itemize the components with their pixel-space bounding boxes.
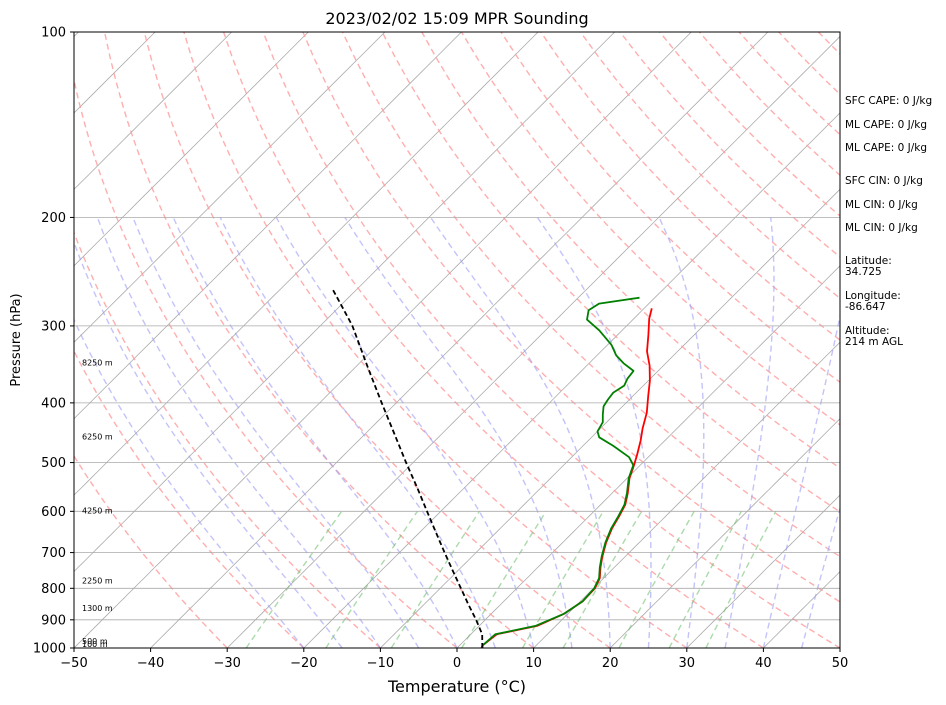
dry-adiabat-line	[74, 349, 305, 648]
isotherm-line	[380, 188, 840, 648]
x-axis-ticks: −50 −40 −30 −20 −10 0 10 20 30 40 50	[60, 648, 848, 671]
dry-adiabat-line	[74, 230, 381, 648]
plot-frame	[73, 31, 841, 649]
info-line: SFC CIN: 0 J/kg	[845, 175, 923, 187]
isotherm-line	[763, 570, 840, 648]
x-tick-label: 30	[679, 656, 696, 671]
mixing-ratio-line	[521, 510, 604, 648]
x-tick-label: −20	[290, 656, 317, 671]
info-line: ML CIN: 0 J/kg	[845, 199, 918, 211]
chart-title: 2023/02/02 15:09 MPR Sounding	[325, 9, 588, 28]
x-tick-label: 10	[525, 656, 542, 671]
isotherm-line	[686, 494, 840, 648]
dry-adiabat-line	[222, 32, 764, 648]
y-tick-label: 800	[41, 582, 66, 597]
x-tick-label: −40	[137, 656, 164, 671]
x-tick-label: 40	[755, 656, 772, 671]
moist-adiabat-line	[658, 217, 705, 648]
moist-adiabat-line	[74, 317, 305, 648]
dry-adiabat-line	[103, 32, 535, 648]
height-label: 8250 m	[82, 358, 113, 367]
height-label: 2250 m	[82, 577, 113, 586]
info-line: Altitude:	[845, 325, 890, 337]
mixing-ratio-line	[668, 510, 742, 648]
y-tick-label: 500	[41, 456, 66, 471]
height-label: 1300 m	[82, 604, 113, 613]
isotherm-line	[150, 32, 769, 648]
dry-adiabat-line	[74, 454, 228, 648]
y-tick-label: 900	[41, 613, 66, 628]
height-label: 4250 m	[82, 506, 113, 515]
mixing-ratio-line	[705, 510, 777, 648]
y-tick-label: 700	[41, 546, 66, 561]
isotherm-line	[74, 32, 615, 573]
moist-adiabat-line	[344, 217, 573, 648]
dry-adiabat-line	[262, 32, 840, 648]
dewpoint-profile-line	[481, 296, 640, 648]
isotherm-line	[226, 35, 840, 648]
height-label: 100 m	[82, 640, 108, 649]
x-axis-label: Temperature (°C)	[387, 677, 526, 696]
y-tick-label: 300	[41, 319, 66, 334]
y-tick-label: 400	[41, 396, 66, 411]
dry-adiabat-line	[579, 32, 840, 300]
y-tick-label: 200	[41, 211, 66, 226]
height-label: 500 m	[82, 637, 108, 646]
x-tick-label: 50	[832, 656, 849, 671]
info-panel: SFC CAPE: 0 J/kg ML CAPE: 0 J/kg ML CAPE: …	[845, 95, 932, 348]
isotherm-line	[74, 32, 232, 190]
info-line: 34.725	[845, 266, 882, 278]
mixing-ratio-line	[618, 510, 695, 648]
temperature-profile-line	[480, 308, 653, 648]
info-line: Longitude:	[845, 290, 901, 302]
dry-adiabat-line	[143, 32, 611, 648]
isotherm-line	[74, 32, 386, 343]
y-tick-label: 100	[41, 26, 66, 41]
moist-adiabat-line	[430, 217, 611, 648]
sounding-series	[330, 287, 653, 648]
mixing-ratio-line	[562, 510, 643, 648]
x-tick-label: −50	[60, 656, 87, 671]
x-tick-label: −10	[367, 656, 394, 671]
y-tick-label: 600	[41, 505, 66, 520]
isotherm-line	[456, 265, 840, 648]
pressure-gridlines	[74, 32, 840, 648]
x-tick-label: 20	[602, 656, 619, 671]
isotherm-line	[74, 32, 462, 420]
y-axis-label: Pressure (hPa)	[9, 293, 24, 386]
moist-adiabat-line	[132, 217, 420, 648]
mixing-ratio-line	[390, 510, 480, 648]
isotherm-line	[74, 32, 692, 648]
moist-adiabat-line	[275, 217, 535, 648]
x-tick-label: −30	[213, 656, 240, 671]
y-tick-label: 1000	[33, 642, 66, 657]
isotherm-line	[74, 32, 539, 496]
info-line: ML CAPE: 0 J/kg	[845, 119, 927, 131]
isotherm-line	[609, 418, 840, 648]
dry-adiabat-line	[74, 76, 458, 648]
x-tick-label: 0	[453, 656, 461, 671]
parcel-profile-line	[330, 287, 484, 648]
isotherm-line	[0, 32, 2, 648]
info-line: SFC CAPE: 0 J/kg	[845, 95, 932, 107]
height-label: 6250 m	[82, 432, 113, 441]
isotherm-line	[303, 112, 840, 648]
dry-adiabat-line	[183, 32, 688, 648]
mixing-ratio-line	[245, 510, 343, 648]
info-line: -86.647	[845, 301, 886, 313]
info-line: 214 m AGL	[845, 336, 903, 348]
info-line: Latitude:	[845, 255, 892, 267]
reference-lines	[0, 32, 840, 648]
mixing-ratio-line	[461, 510, 547, 648]
info-line: ML CIN: 0 J/kg	[845, 222, 918, 234]
y-axis-ticks: 100 200 300 400 500 600 700 800 900 1000	[33, 26, 74, 657]
info-line: ML CAPE: 0 J/kg	[845, 142, 927, 154]
